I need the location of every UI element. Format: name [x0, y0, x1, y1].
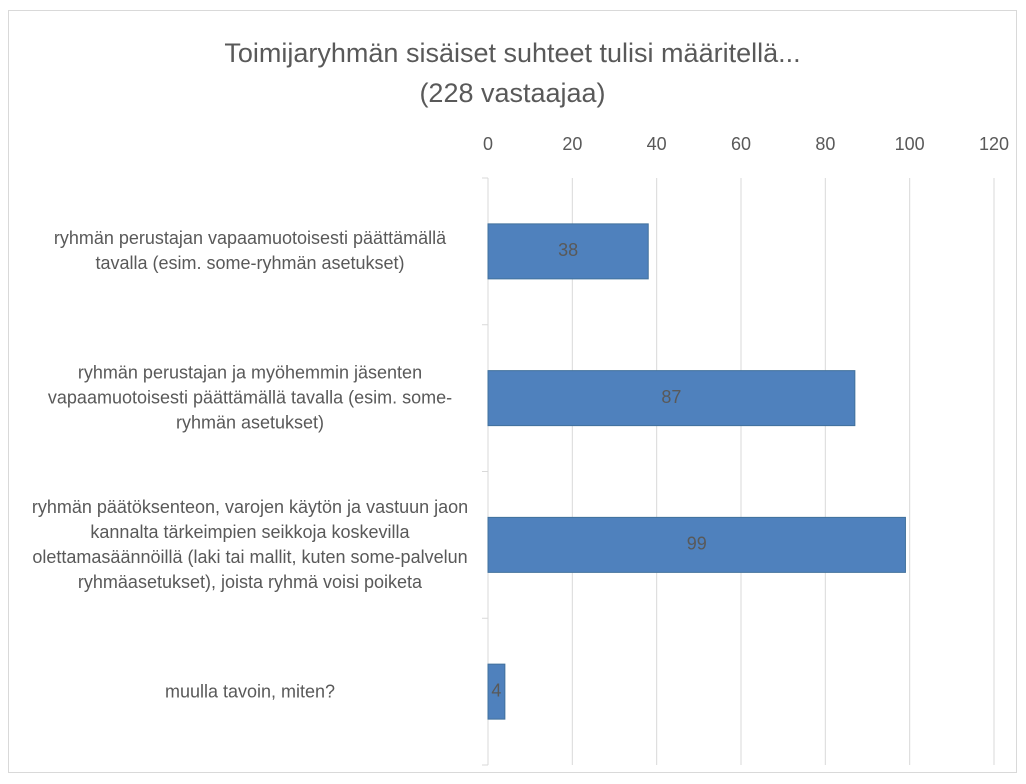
category-label: ryhmän päätöksenteon, varojen käytön ja …	[31, 496, 469, 592]
data-label: 4	[491, 680, 501, 700]
bar	[487, 370, 856, 427]
chart-title: Toimijaryhmän sisäiset suhteet tulisi mä…	[224, 38, 801, 68]
x-tick-label: 20	[562, 134, 582, 154]
bar	[487, 663, 506, 720]
bar	[487, 516, 906, 573]
chart-subtitle: (228 vastaajaa)	[419, 78, 606, 108]
category-label: ryhmän perustajan ja myöhemmin jäsenten …	[47, 362, 453, 433]
bar	[487, 223, 649, 280]
x-tick-label: 0	[483, 134, 493, 154]
x-tick-label: 120	[979, 134, 1009, 154]
data-label: 38	[558, 240, 578, 260]
data-label: 99	[687, 534, 707, 554]
x-tick-label: 60	[731, 134, 751, 154]
x-tick-label: 80	[815, 134, 835, 154]
x-tick-label: 100	[895, 134, 925, 154]
chart-frame	[8, 10, 1017, 773]
category-label: ryhmän perustajan vapaamuotoisesti päätt…	[53, 228, 447, 274]
category-label: muulla tavoin, miten?	[164, 681, 336, 702]
data-label: 87	[661, 387, 681, 407]
x-tick-label: 40	[647, 134, 667, 154]
